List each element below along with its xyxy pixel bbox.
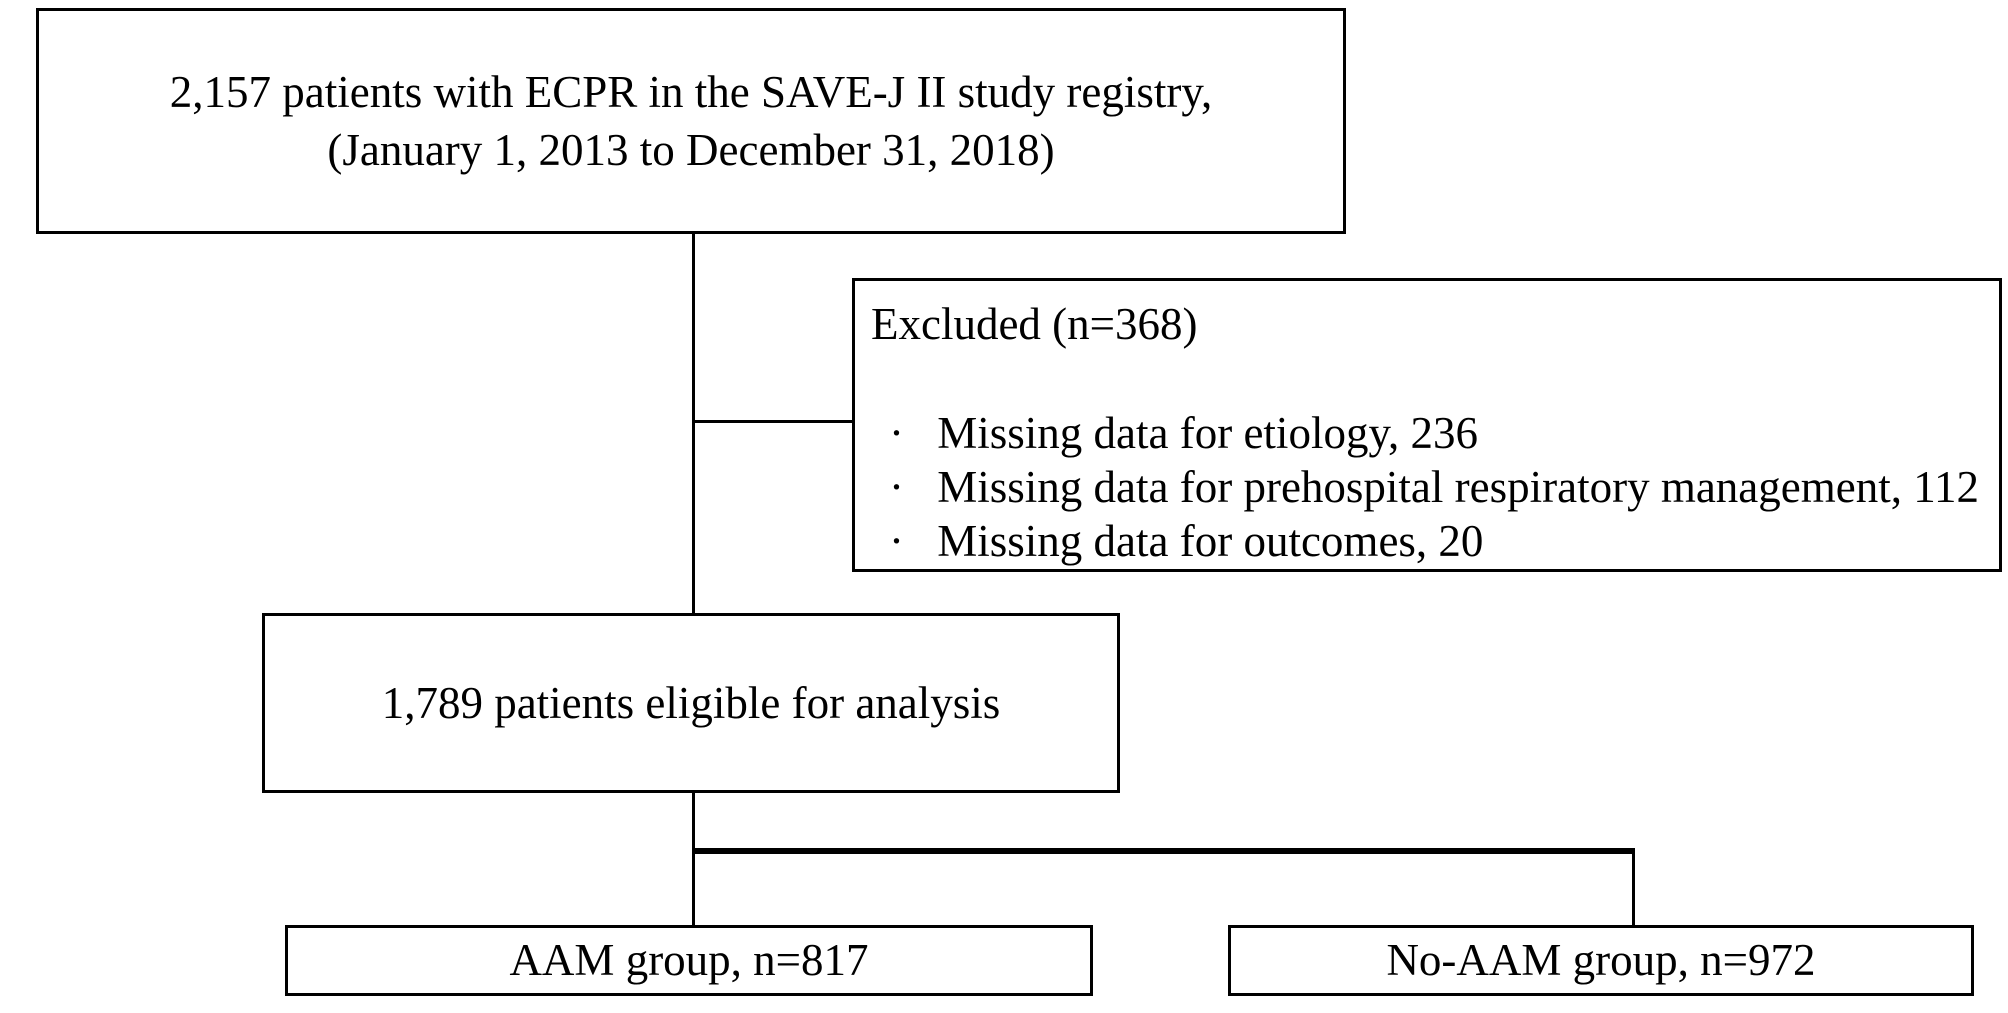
box-no-aam-group: No-AAM group, n=972 xyxy=(1228,925,1974,996)
excluded-item-text: Missing data for outcomes, 20 xyxy=(937,515,1484,566)
excluded-item: · Missing data for etiology, 236 xyxy=(889,406,1989,460)
connector-drop-no-aam xyxy=(1632,848,1635,926)
excluded-title: Excluded (n=368) xyxy=(871,299,1198,349)
aam-group-label: AAM group, n=817 xyxy=(509,935,869,986)
bullet-marker: · xyxy=(889,461,904,512)
excluded-item: · Missing data for outcomes, 20 xyxy=(889,514,1989,568)
box-eligible: 1,789 patients eligible for analysis xyxy=(262,613,1120,793)
connector-eligible-down xyxy=(692,793,695,853)
connector-to-excluded xyxy=(692,420,852,423)
box-aam-group: AAM group, n=817 xyxy=(285,925,1093,996)
connector-drop-aam xyxy=(692,848,695,926)
excluded-item-text: Missing data for etiology, 236 xyxy=(937,407,1479,458)
connector-registry-to-eligible xyxy=(692,234,695,613)
no-aam-group-label: No-AAM group, n=972 xyxy=(1386,935,1816,986)
bullet-marker: · xyxy=(889,515,904,566)
excluded-item-text: Missing data for prehospital respiratory… xyxy=(937,461,1980,512)
bullet-marker: · xyxy=(889,407,904,458)
box-registry: 2,157 patients with ECPR in the SAVE-J I… xyxy=(36,8,1346,234)
registry-line1: 2,157 patients with ECPR in the SAVE-J I… xyxy=(169,66,1213,117)
registry-line2: (January 1, 2013 to December 31, 2018) xyxy=(327,125,1055,175)
connector-split-horizontal xyxy=(692,848,1635,854)
excluded-list: · Missing data for etiology, 236 · Missi… xyxy=(871,406,1989,568)
box-excluded: Excluded (n=368) · Missing data for etio… xyxy=(852,278,2002,572)
eligible-label: 1,789 patients eligible for analysis xyxy=(381,677,1001,728)
excluded-item: · Missing data for prehospital respirato… xyxy=(889,460,1989,514)
